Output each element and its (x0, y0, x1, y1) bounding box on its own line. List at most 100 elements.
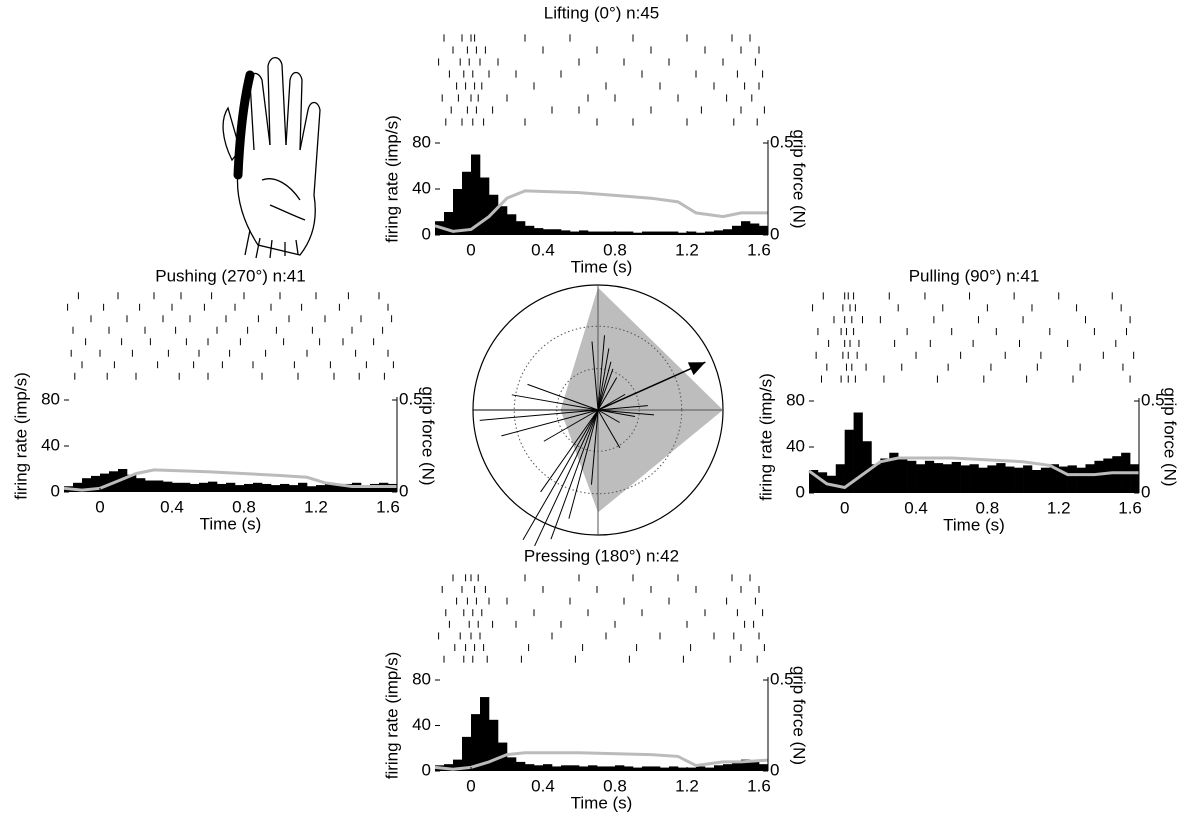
bar (1049, 464, 1060, 493)
bar (862, 441, 872, 493)
bar (942, 464, 953, 493)
bar (588, 231, 598, 235)
bar (1103, 458, 1113, 493)
bar (325, 483, 335, 492)
trial-vector (597, 361, 612, 411)
trial-vector (597, 409, 621, 449)
x-tick-label: 1.6 (747, 240, 771, 259)
bar (1031, 470, 1042, 493)
bar (1023, 465, 1033, 493)
bar (289, 485, 299, 492)
bar (660, 767, 670, 771)
trial-vector (550, 409, 599, 540)
bar (642, 231, 652, 235)
bar (588, 765, 598, 771)
bar (570, 231, 580, 235)
bar (253, 482, 263, 492)
bar (453, 759, 463, 771)
bar (597, 231, 607, 235)
bar (343, 483, 353, 492)
trial-vector (590, 409, 599, 485)
mean-vector (597, 361, 706, 411)
x-tick-label: 0.4 (904, 498, 928, 517)
bar (480, 177, 490, 235)
x-tick-label: 1.6 (376, 497, 400, 516)
panel-title: Lifting (0°) n:45 (544, 3, 659, 22)
bar (687, 767, 697, 771)
x-tick-label: 0.8 (232, 497, 256, 516)
bar (978, 467, 988, 493)
hand-hatching (244, 229, 299, 259)
bar (669, 231, 679, 235)
trial-vector (597, 377, 618, 411)
y-tick-label: 40 (412, 178, 431, 197)
bar (759, 225, 769, 235)
bar (471, 714, 481, 771)
bar (444, 212, 454, 235)
x-tick-label: 0.8 (603, 240, 627, 259)
y-axis-label: firing rate (imp/s) (382, 115, 401, 243)
bar (817, 472, 828, 493)
trial-vector (591, 341, 599, 411)
bar (145, 480, 155, 492)
bar (987, 465, 997, 493)
trial-vector (511, 394, 599, 411)
bar (453, 189, 463, 235)
bar (471, 154, 481, 235)
x-axis-label: Time (s) (571, 793, 633, 812)
y-tick-label: 0 (51, 481, 60, 500)
bar (1085, 464, 1095, 493)
bar (705, 231, 715, 235)
x-tick-label: 0 (466, 240, 475, 259)
y-axis-label: firing rate (imp/s) (382, 652, 401, 780)
bar (262, 483, 272, 492)
bar (1076, 467, 1086, 493)
bar (714, 765, 724, 771)
bar (651, 766, 661, 771)
bar (561, 765, 571, 771)
bar (516, 761, 526, 771)
trial-vector (597, 409, 620, 423)
bar (1014, 467, 1024, 493)
bar (750, 761, 760, 771)
trial-vector (597, 409, 636, 418)
thumb-marker (233, 70, 255, 180)
trial-vector (527, 383, 599, 411)
y-axis-label: firing rate (imp/s) (756, 373, 775, 501)
hand-outline (267, 56, 287, 146)
hand-outline (236, 101, 321, 256)
trial-vector (597, 335, 606, 411)
bar (100, 473, 110, 492)
bar (898, 458, 908, 493)
bar (633, 767, 643, 771)
bar (552, 766, 562, 771)
x-tick-label: 0 (95, 497, 104, 516)
trial-vector (479, 409, 599, 421)
hand-outline (222, 106, 241, 162)
bar (880, 458, 890, 493)
bar (597, 766, 607, 771)
bar (1112, 456, 1122, 493)
bar (82, 478, 92, 492)
bar (633, 232, 643, 235)
bar (190, 483, 200, 492)
y2-tick-label: 0.5 (770, 669, 794, 688)
bar (154, 480, 164, 492)
y2-tick-label: 0 (1141, 482, 1150, 501)
force-line (434, 189, 768, 233)
y2-axis-label: grip force (N) (419, 386, 438, 485)
bar (136, 478, 146, 492)
y-tick-label: 0 (796, 482, 805, 501)
bar (844, 429, 854, 493)
bar (489, 719, 499, 771)
bar (660, 231, 670, 235)
bar (163, 481, 173, 492)
mean-vector-head (687, 362, 706, 376)
x-tick-label: 0.4 (531, 776, 555, 795)
trial-vector (534, 409, 599, 547)
bar (624, 766, 634, 771)
trial-vector (597, 409, 655, 416)
x-tick-label: 0.4 (160, 497, 184, 516)
bar (759, 764, 769, 771)
